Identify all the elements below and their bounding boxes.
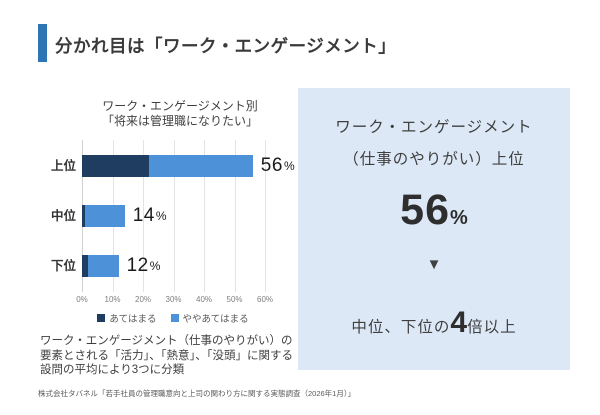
legend-item: ややあてはまる: [170, 311, 249, 325]
panel-line-2: （仕事のやりがい）上位: [343, 151, 525, 168]
bar-row: [82, 155, 265, 177]
bar-segment: [82, 205, 86, 227]
page-title: 分かれ目は「ワーク・エンゲージメント」: [55, 36, 397, 56]
grid-line: [143, 140, 144, 292]
x-axis: 0% 10% 20% 30% 40% 50% 60%: [76, 295, 273, 307]
grid-line: [234, 140, 236, 292]
bar-segment: [82, 155, 150, 177]
legend-label: あてはまる: [109, 314, 157, 325]
down-arrow-icon: ▼: [426, 256, 442, 273]
plot-area: 56% 14% 12%: [82, 140, 295, 292]
bar-segment: [149, 155, 253, 177]
legend-swatch: [170, 314, 179, 322]
category-label: 下位: [50, 259, 76, 273]
bar-value-unit: %: [149, 259, 161, 273]
legend-item: あてはまる: [97, 311, 157, 325]
grid-line: [265, 140, 266, 292]
category-label: 上位: [50, 159, 76, 173]
panel-big-number: 56%: [298, 186, 570, 235]
bar-segment: [85, 205, 125, 227]
x-axis-tick-label: 0%: [76, 295, 88, 304]
panel-big-unit: %: [450, 207, 468, 229]
chart-title-line-1: ワーク・エンゲージメント別: [102, 99, 258, 113]
chart-title: ワーク・エンゲージメント別 「将来は管理職になりたい」: [55, 99, 305, 129]
grid-line: [204, 140, 205, 292]
bar-value-unit: %: [283, 159, 295, 173]
bar-row: [82, 205, 265, 227]
category-label: 中位: [50, 209, 76, 223]
panel-big-value: 56: [400, 186, 451, 234]
chart-legend: あてはまる ややあてはまる: [40, 311, 306, 325]
grid-line: [173, 140, 175, 292]
title-accent-bar: [38, 24, 47, 62]
bar-value-unit: %: [155, 209, 167, 223]
panel-bottom-prefix: 中位、下位の: [351, 319, 451, 336]
x-axis-tick-label: 60%: [256, 295, 274, 304]
legend-swatch: [97, 314, 106, 322]
chart-note: ワーク・エンゲージメント（仕事のやりがい）の要素とされる「活力」、「熱意」、「没…: [40, 335, 293, 376]
panel-bottom-big: 4: [450, 306, 468, 339]
bar-segment: [82, 255, 89, 277]
legend-label: ややあてはまる: [182, 314, 249, 325]
x-axis-tick-label: 40%: [195, 295, 213, 304]
bar-segment: [88, 255, 119, 277]
bar-value-label: 14%: [133, 205, 167, 227]
bar-value: 56: [260, 155, 283, 176]
x-axis-tick-label: 10%: [104, 295, 121, 304]
bar-value-label: 56%: [261, 155, 295, 177]
bar-value-label: 12%: [127, 255, 161, 277]
panel-bottom-suffix: 倍以上: [467, 319, 517, 336]
highlight-panel: ワーク・エンゲージメント （仕事のやりがい）上位 56% ▼ 中位、下位の4倍以…: [298, 88, 570, 370]
x-axis-tick-label: 20%: [134, 295, 152, 304]
x-axis-tick-label: 30%: [165, 295, 182, 304]
panel-bottom-line: 中位、下位の4倍以上: [298, 306, 570, 340]
bar-value: 12: [126, 255, 149, 276]
bar-value: 14: [132, 205, 155, 226]
bar-row: [82, 255, 265, 277]
panel-line-1: ワーク・エンゲージメント: [335, 119, 533, 136]
chart-title-line-2: 「将来は管理職になりたい」: [101, 114, 258, 128]
category-labels: 上位 中位 下位: [38, 140, 78, 292]
source-note: 株式会社タバネル「若手社員の管理職意向と上司の関わり方に関する実態調査（2026…: [38, 389, 356, 398]
x-axis-tick-label: 50%: [226, 295, 243, 304]
